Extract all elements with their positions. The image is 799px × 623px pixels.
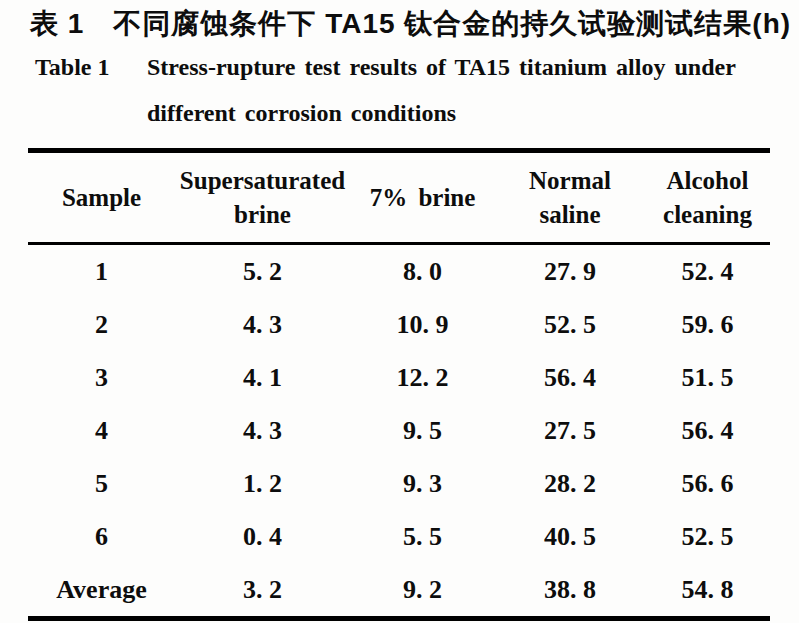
table-row-sample-1: 1 5. 2 8. 0 27. 9 52. 4 xyxy=(28,244,770,299)
table-cell: 28. 2 xyxy=(495,457,645,510)
row-label: 5 xyxy=(28,457,175,510)
table-cell: 4. 1 xyxy=(175,351,350,404)
table-cell: 9. 3 xyxy=(350,457,495,510)
table-cell: 27. 9 xyxy=(495,244,645,299)
table-caption-zh: 表 1 不同腐蚀条件下 TA15 钛合金的持久试验测试结果(h) xyxy=(30,5,791,43)
table-cell: 51. 5 xyxy=(645,351,770,404)
column-header-sample: Sample xyxy=(28,151,175,244)
table-cell: 0. 4 xyxy=(175,510,350,563)
table-cell: 5. 5 xyxy=(350,510,495,563)
table-cell: 12. 2 xyxy=(350,351,495,404)
row-label: Average xyxy=(28,563,175,619)
table-caption-en-line1: Stress-rupture test results of TA15 tita… xyxy=(147,54,772,81)
table-row-average: Average 3. 2 9. 2 38. 8 54. 8 xyxy=(28,563,770,619)
table-body: 1 5. 2 8. 0 27. 9 52. 4 2 4. 3 10. 9 52.… xyxy=(28,244,770,619)
table-row-sample-6: 6 0. 4 5. 5 40. 5 52. 5 xyxy=(28,510,770,563)
results-table: Sample Supersaturated brine 7% brine Nor… xyxy=(28,148,770,621)
table-cell: 9. 5 xyxy=(350,404,495,457)
table-cell: 52. 4 xyxy=(645,244,770,299)
table-row-sample-3: 3 4. 1 12. 2 56. 4 51. 5 xyxy=(28,351,770,404)
table-cell: 9. 2 xyxy=(350,563,495,619)
column-header-supersaturated-brine: Supersaturated brine xyxy=(175,151,350,244)
table-header: Sample Supersaturated brine 7% brine Nor… xyxy=(28,151,770,244)
row-label: 2 xyxy=(28,298,175,351)
table-cell: 56. 4 xyxy=(645,404,770,457)
results-table-wrapper: Sample Supersaturated brine 7% brine Nor… xyxy=(28,148,770,621)
table-cell: 5. 2 xyxy=(175,244,350,299)
column-header-normal-saline: Normal saline xyxy=(495,151,645,244)
table-cell: 10. 9 xyxy=(350,298,495,351)
header-row: Sample Supersaturated brine 7% brine Nor… xyxy=(28,151,770,244)
table-cell: 4. 3 xyxy=(175,404,350,457)
row-label: 1 xyxy=(28,244,175,299)
table-caption-en-label: Table 1 xyxy=(35,54,109,81)
table-cell: 1. 2 xyxy=(175,457,350,510)
row-label: 6 xyxy=(28,510,175,563)
table-cell: 59. 6 xyxy=(645,298,770,351)
table-cell: 52. 5 xyxy=(495,298,645,351)
table-cell: 56. 4 xyxy=(495,351,645,404)
table-row-sample-2: 2 4. 3 10. 9 52. 5 59. 6 xyxy=(28,298,770,351)
table-cell: 38. 8 xyxy=(495,563,645,619)
table-caption-en-line2: different corrosion conditions xyxy=(147,100,456,127)
row-label: 3 xyxy=(28,351,175,404)
column-header-7pct-brine: 7% brine xyxy=(350,151,495,244)
scanned-paper-table-page: 表 1 不同腐蚀条件下 TA15 钛合金的持久试验测试结果(h) Table 1… xyxy=(0,0,799,623)
row-label: 4 xyxy=(28,404,175,457)
column-header-alcohol-cleaning: Alcohol cleaning xyxy=(645,151,770,244)
table-cell: 8. 0 xyxy=(350,244,495,299)
table-cell: 4. 3 xyxy=(175,298,350,351)
table-cell: 56. 6 xyxy=(645,457,770,510)
table-cell: 54. 8 xyxy=(645,563,770,619)
table-row-sample-5: 5 1. 2 9. 3 28. 2 56. 6 xyxy=(28,457,770,510)
table-cell: 52. 5 xyxy=(645,510,770,563)
table-cell: 40. 5 xyxy=(495,510,645,563)
table-cell: 27. 5 xyxy=(495,404,645,457)
table-row-sample-4: 4 4. 3 9. 5 27. 5 56. 4 xyxy=(28,404,770,457)
table-cell: 3. 2 xyxy=(175,563,350,619)
